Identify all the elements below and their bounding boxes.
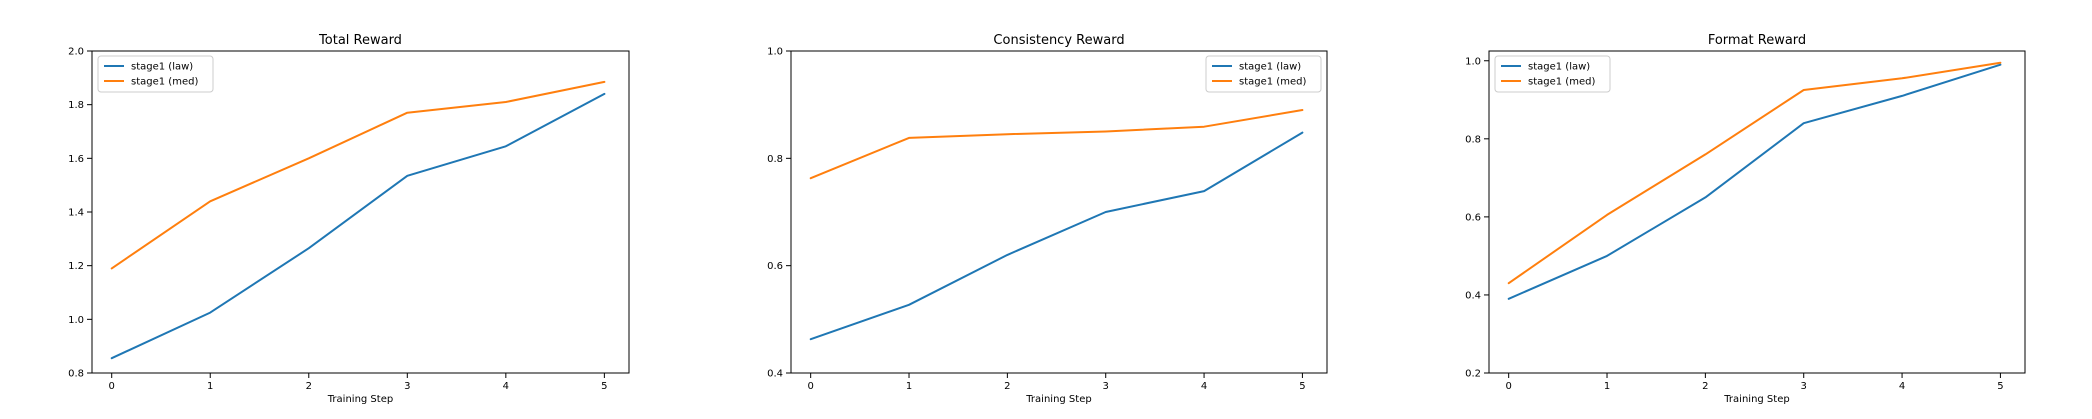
- legend-box: [1205, 55, 1322, 93]
- x-tick-label: 1: [906, 381, 912, 392]
- y-tick-label: 0.2: [1465, 369, 1481, 380]
- x-tick-label: 4: [503, 381, 509, 392]
- series-line-1: [1507, 61, 2002, 285]
- x-tick-label: 2: [306, 381, 312, 392]
- y-tick-label: 0.4: [1465, 290, 1481, 301]
- x-tick-label: 5: [601, 381, 607, 392]
- y-tick-label: 0.4: [767, 369, 783, 380]
- y-tick-label: 1.6: [68, 154, 84, 165]
- chart-title: Format Reward: [1708, 33, 1806, 48]
- series-line-1: [809, 109, 1304, 180]
- x-tick-label: 1: [1604, 381, 1610, 392]
- y-tick-label: 1.2: [68, 261, 84, 272]
- plot-frame: [790, 50, 1328, 374]
- y-tick-label: 1.0: [1465, 56, 1481, 67]
- y-tick-label: 1.8: [68, 100, 84, 111]
- y-tick-label: 2.0: [68, 47, 84, 58]
- plot-frame: [91, 50, 630, 374]
- legend-label-0: stage1 (law): [1528, 62, 1590, 73]
- legend-label-1: stage1 (med): [1528, 77, 1595, 88]
- series-line-0: [1507, 63, 2002, 300]
- x-tick-label: 5: [1997, 381, 2003, 392]
- legend-label-1: stage1 (med): [131, 77, 198, 88]
- y-tick-label: 0.6: [1465, 212, 1481, 223]
- x-tick-label: 4: [1201, 381, 1207, 392]
- x-tick-label: 3: [1103, 381, 1109, 392]
- x-axis-label: Training Step: [327, 394, 393, 405]
- y-tick-label: 0.8: [1465, 134, 1481, 145]
- y-tick-label: 0.8: [767, 154, 783, 165]
- chart-panel-0: Total Reward 0 1 2 3 4 5 0.8 1.0 1.2 1.4 1.6 1.8 2.0 T…: [68, 33, 630, 405]
- legend: stage1 (law) stage1 (med): [1494, 55, 1611, 93]
- x-axis-label: Training Step: [1025, 394, 1091, 405]
- y-tick-label: 1.4: [68, 208, 84, 219]
- chart-panel-1: Consistency Reward 0 1 2 3 4 5 0.4 0.6 0.8 1.0 Trai…: [767, 33, 1328, 405]
- x-tick-label: 0: [109, 381, 115, 392]
- legend-box: [97, 55, 214, 93]
- x-tick-label: 1: [207, 381, 213, 392]
- series-line-0: [110, 92, 606, 360]
- legend: stage1 (law) stage1 (med): [1205, 55, 1322, 93]
- y-tick-label: 1.0: [767, 47, 783, 58]
- x-tick-label: 0: [1505, 381, 1511, 392]
- chart-title: Consistency Reward: [993, 33, 1124, 48]
- x-tick-label: 2: [1702, 381, 1708, 392]
- legend-label-0: stage1 (law): [1239, 62, 1301, 73]
- legend-label-0: stage1 (law): [131, 62, 193, 73]
- x-tick-label: 3: [404, 381, 410, 392]
- x-axis-label: Training Step: [1723, 394, 1789, 405]
- x-tick-label: 0: [807, 381, 813, 392]
- x-tick-label: 5: [1299, 381, 1305, 392]
- chart-title: Total Reward: [318, 33, 402, 48]
- x-tick-label: 4: [1899, 381, 1905, 392]
- plot-frame: [1488, 50, 2026, 374]
- legend-label-1: stage1 (med): [1239, 77, 1306, 88]
- x-tick-label: 3: [1801, 381, 1807, 392]
- y-tick-label: 0.6: [767, 261, 783, 272]
- legend: stage1 (law) stage1 (med): [97, 55, 214, 93]
- chart-panel-2: Format Reward 0 1 2 3 4 5 0.2 0.4 0.6 0.8 1.0 Traini…: [1465, 33, 2026, 405]
- legend-box: [1494, 55, 1611, 93]
- x-tick-label: 2: [1004, 381, 1010, 392]
- y-tick-label: 0.8: [68, 369, 84, 380]
- series-line-0: [809, 131, 1304, 341]
- y-tick-label: 1.0: [68, 315, 84, 326]
- series-line-1: [110, 80, 606, 270]
